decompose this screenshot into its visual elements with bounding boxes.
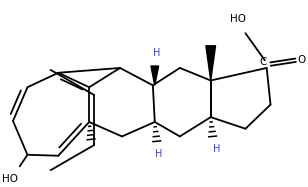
Text: HO: HO xyxy=(230,14,246,24)
Text: H: H xyxy=(153,48,160,58)
Polygon shape xyxy=(151,66,159,85)
Text: C: C xyxy=(259,57,266,67)
Text: HO: HO xyxy=(2,174,18,184)
Text: O: O xyxy=(297,55,306,65)
Text: H: H xyxy=(213,144,220,154)
Polygon shape xyxy=(206,46,216,80)
Text: H: H xyxy=(155,149,162,159)
